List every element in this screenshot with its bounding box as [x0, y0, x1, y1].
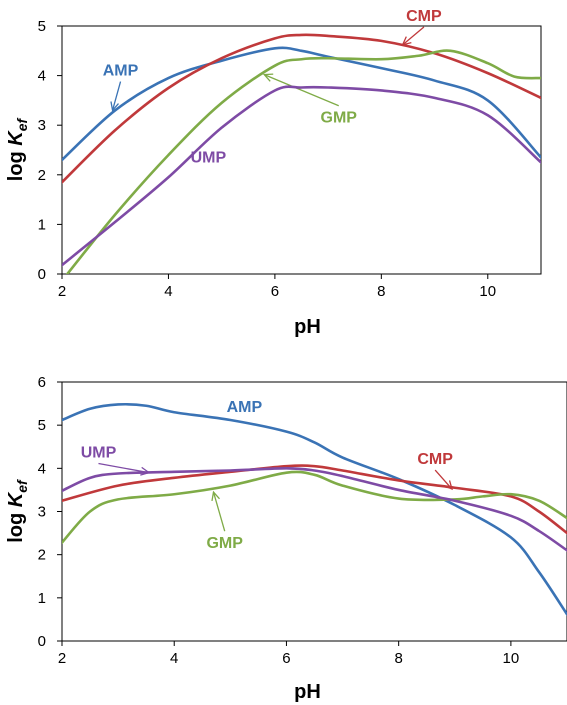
x-axis-title: pH [294, 316, 321, 338]
y-axis-title-main: log K [5, 130, 27, 182]
chart-panel-1: 2 4 6 8 10 0 1 2 3 4 5 pH log Kef AMP CMP GMP UMP [5, 8, 542, 338]
y-axis-title-main: log K [5, 491, 27, 543]
series-line-ump [62, 467, 567, 552]
x-axis-title: pH [294, 681, 321, 703]
x-tick-label: 8 [394, 650, 402, 667]
arrow-gmp [212, 491, 226, 532]
y-tick-label: 0 [38, 633, 46, 650]
y-tick-label: 2 [38, 167, 46, 184]
y-tick-label: 2 [38, 547, 46, 564]
x-tick-label: 4 [170, 650, 178, 667]
x-tick-label: 6 [282, 650, 290, 667]
series-line-ump [62, 85, 541, 267]
arrow-head-ump [140, 466, 151, 476]
arrow-ump [98, 462, 150, 474]
y-axis-title: log Kef [5, 117, 30, 181]
arrow-head-cmp [401, 36, 412, 46]
arrow-head-gmp [262, 73, 274, 82]
y-tick-label: 0 [38, 266, 46, 283]
series-line-cmp [62, 33, 541, 184]
y-axis-title-subscript: ef [14, 117, 30, 131]
series-line-gmp [62, 470, 567, 544]
y-tick-label: 5 [38, 18, 46, 35]
y-tick-label: 3 [38, 117, 46, 134]
y-tick-label: 3 [38, 504, 46, 521]
x-tick-label: 4 [164, 283, 172, 300]
series-label-ump: UMP [191, 149, 227, 166]
x-tick-label: 2 [58, 283, 66, 300]
series-label-gmp: GMP [321, 110, 358, 127]
series-label-gmp: GMP [206, 535, 243, 552]
x-tick-label: 2 [58, 650, 66, 667]
y-tick-label: 4 [38, 68, 46, 85]
plot-frame [61, 381, 567, 642]
plot-frame [61, 25, 542, 275]
arrow-gmp [263, 74, 340, 107]
series-label-cmp: CMP [417, 451, 453, 468]
arrow-amp [111, 81, 122, 111]
y-tick-label: 5 [38, 417, 46, 434]
arrow-head-gmp [211, 490, 220, 502]
arrow-cmp [434, 469, 453, 490]
series-label-amp: AMP [227, 399, 263, 416]
series-label-cmp: CMP [406, 8, 442, 25]
series-line-amp [62, 46, 541, 162]
series-label-amp: AMP [103, 63, 139, 80]
y-tick-label: 1 [38, 590, 46, 607]
x-tick-label: 8 [377, 283, 385, 300]
y-axis-title: log Kef [5, 479, 30, 543]
y-tick-label: 4 [38, 460, 46, 477]
y-tick-label: 6 [38, 374, 46, 391]
y-axis-title-subscript: ef [14, 479, 30, 493]
series-line-amp [62, 402, 567, 616]
arrow-cmp [402, 26, 425, 46]
x-tick-label: 10 [503, 650, 520, 667]
x-tick-label: 6 [271, 283, 279, 300]
series-label-ump: UMP [81, 445, 117, 462]
x-tick-label: 10 [479, 283, 496, 300]
arrow-head-cmp [443, 480, 453, 491]
series-line-cmp [62, 464, 567, 535]
y-tick-label: 1 [38, 216, 46, 233]
series-line-gmp [66, 49, 541, 274]
arrow-head-amp [110, 101, 119, 112]
